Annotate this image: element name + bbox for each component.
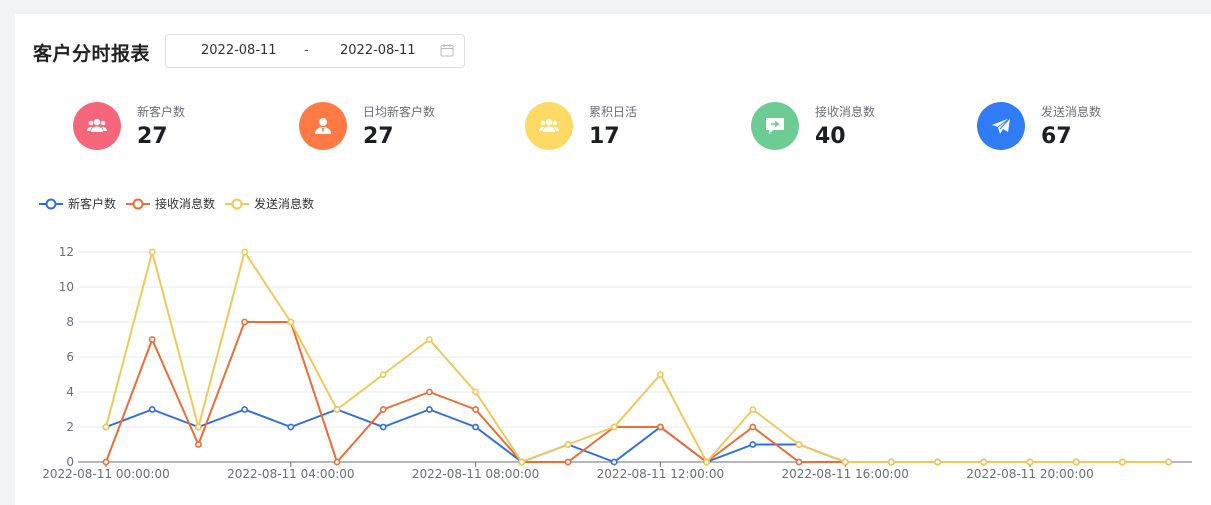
data-point [564, 441, 572, 448]
data-point [888, 458, 895, 466]
page-title: 客户分时报表 [33, 42, 151, 65]
data-point [287, 423, 295, 431]
data-point [379, 423, 387, 431]
data-point [518, 458, 526, 466]
data-point [1165, 458, 1172, 466]
x-tick-label: 2022-08-11 08:00:00 [412, 467, 539, 481]
legend-marker [126, 198, 151, 209]
legend-label: 新客户数 [68, 197, 117, 211]
legend-item-new-customers[interactable]: 新客户数 [39, 195, 116, 212]
data-point [333, 406, 341, 413]
data-point [241, 406, 248, 413]
series-line-3 [105, 251, 1169, 463]
legend-item-received-messages[interactable]: 接收消息数 [126, 195, 215, 212]
data-point [841, 458, 849, 466]
y-tick-label: 0 [66, 455, 74, 469]
data-point [610, 423, 618, 431]
legend-item-sent-messages[interactable]: 发送消息数 [225, 195, 314, 212]
stat-label: 接收消息数 [815, 105, 876, 119]
data-point [102, 458, 110, 466]
y-tick-label: 2 [66, 420, 74, 434]
date-range-picker[interactable]: 2022-08-11 - 2022-08-11 [165, 34, 465, 68]
report-header: 客户分时报表 [33, 34, 150, 70]
stat-value: 67 [1041, 124, 1072, 149]
date-separator: - [304, 43, 309, 58]
stat-value: 27 [137, 124, 168, 149]
data-point [749, 441, 757, 448]
data-point [749, 423, 757, 431]
chart-legend: 新客户数 接收消息数 发送消息数 [39, 195, 324, 212]
data-point [795, 458, 803, 466]
data-point [379, 406, 387, 413]
data-point [795, 441, 803, 448]
report-card: 客户分时报表 2022-08-11 - 2022-08-11 新客户数 27 日… [15, 14, 1211, 505]
y-tick-label: 6 [66, 350, 74, 364]
data-point [333, 458, 341, 466]
data-point [379, 371, 387, 378]
x-tick-label: 2022-08-11 20:00:00 [966, 467, 1093, 481]
stat-label: 新客户数 [137, 105, 186, 119]
user-icon [299, 102, 347, 150]
legend-marker [225, 198, 250, 209]
date-start-input[interactable]: 2022-08-11 [201, 43, 277, 58]
data-point [1026, 458, 1034, 466]
data-point [194, 423, 202, 431]
stat-value: 40 [815, 124, 846, 149]
data-point [194, 441, 202, 448]
data-point [934, 458, 941, 466]
users-icon [73, 102, 121, 150]
data-point [241, 318, 248, 326]
legend-label: 发送消息数 [254, 197, 315, 211]
data-point [102, 423, 110, 431]
stat-label: 日均新客户数 [363, 105, 436, 119]
data-point [425, 406, 433, 413]
data-point [472, 423, 479, 431]
y-tick-label: 10 [59, 280, 74, 294]
data-point [610, 458, 618, 466]
stat-value: 27 [363, 124, 394, 149]
data-point [425, 388, 433, 396]
data-point [148, 248, 156, 256]
send-icon [977, 102, 1025, 150]
data-point [1072, 458, 1080, 466]
users-icon [525, 102, 573, 150]
y-tick-label: 8 [66, 315, 74, 329]
y-tick-label: 12 [59, 245, 74, 259]
data-point [472, 388, 479, 396]
data-point [148, 406, 156, 413]
stat-value: 17 [589, 124, 620, 149]
data-point [703, 458, 710, 466]
y-tick-label: 4 [66, 385, 74, 399]
data-point [472, 406, 479, 413]
legend-label: 接收消息数 [155, 197, 216, 211]
data-point [564, 458, 572, 466]
x-tick-label: 2022-08-11 16:00:00 [781, 467, 908, 481]
legend-marker [39, 198, 63, 209]
message-icon [751, 102, 799, 150]
x-tick-label: 2022-08-11 00:00:00 [42, 467, 169, 481]
data-point [1119, 458, 1126, 466]
data-point [980, 458, 988, 466]
data-point [657, 371, 664, 378]
data-point [241, 248, 248, 256]
calendar-icon[interactable] [440, 43, 454, 57]
data-point [425, 336, 433, 343]
x-tick-label: 2022-08-11 12:00:00 [597, 467, 724, 481]
data-point [749, 406, 757, 413]
data-point [148, 336, 156, 343]
data-point [657, 423, 664, 431]
stat-label: 发送消息数 [1041, 105, 1102, 119]
stat-label: 累积日活 [589, 105, 638, 119]
date-end-input[interactable]: 2022-08-11 [340, 43, 416, 58]
data-point [287, 318, 295, 326]
series-line-1 [105, 408, 1169, 463]
x-tick-label: 2022-08-11 04:00:00 [227, 467, 354, 481]
